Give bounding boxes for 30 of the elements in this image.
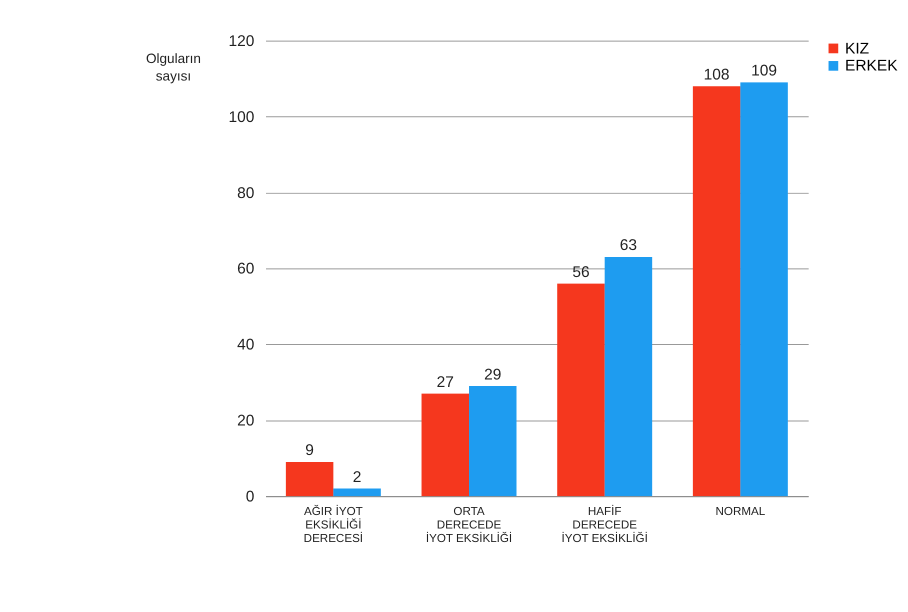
y-tick-label: 120 — [228, 33, 255, 50]
legend-label: ERKEK — [845, 58, 898, 75]
bar — [422, 394, 470, 496]
data-label: 2 — [352, 468, 362, 486]
data-label: 63 — [620, 237, 638, 254]
bar — [286, 462, 334, 496]
x-tick-label: NORMAL — [716, 505, 766, 518]
x-tick-label: ORTA DERECEDE İYOT EKSİKLİĞİ — [426, 505, 512, 546]
data-label: 9 — [305, 442, 314, 460]
data-label: 27 — [436, 374, 454, 391]
bar — [604, 257, 652, 496]
y-tick-label: 100 — [228, 108, 255, 126]
y-tick-label: 60 — [237, 260, 255, 278]
legend-label: KIZ — [845, 40, 870, 58]
y-tick-label: 20 — [237, 412, 255, 430]
bar — [692, 86, 740, 496]
y-tick-label: 40 — [237, 336, 255, 354]
data-label: 29 — [484, 366, 502, 384]
bar — [469, 386, 517, 496]
data-label: 56 — [572, 264, 590, 281]
data-label: 109 — [751, 62, 778, 80]
x-tick-label: HAFİF DERECEDE İYOT EKSİKLİĞİ — [562, 504, 648, 546]
y-tick-label: 80 — [237, 184, 255, 202]
bar — [333, 488, 381, 496]
bar — [740, 82, 788, 496]
data-label: 108 — [704, 66, 730, 84]
y-tick-label: 0 — [246, 488, 255, 506]
x-tick-label: AĞIR İYOT EKSİKLİĞİ DERECESİ — [304, 504, 364, 546]
bar — [557, 284, 605, 496]
y-axis-title: Olguların sayısı — [146, 50, 201, 84]
